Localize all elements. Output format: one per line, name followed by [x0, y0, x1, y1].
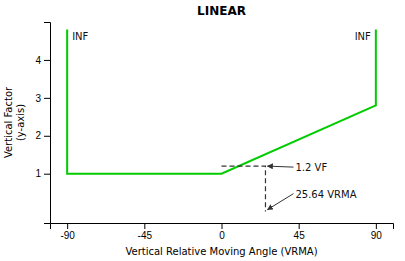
x-axis-label: Vertical Relative Moving Angle (VRMA): [125, 246, 317, 257]
x-axis: -90 -45 0 45 90: [51, 223, 394, 241]
plot: -90 -45 0 45 90 1 2 3 4 INF INF 1.2 VF 25.64 VRMA: [35, 23, 393, 242]
x-axis-line: [51, 224, 394, 230]
y-tick: 2: [35, 130, 50, 141]
x-tick-label: 90: [371, 230, 383, 241]
y-axis: 1 2 3 4: [35, 23, 50, 224]
y-tick: 3: [35, 93, 50, 104]
x-tick-label: 0: [219, 230, 225, 241]
annotations: INF INF 1.2 VF 25.64 VRMA: [72, 31, 371, 210]
annotation-arrow: [267, 166, 293, 167]
annotation-text: INF: [72, 31, 88, 42]
y-tick-mark: [44, 174, 50, 175]
y-tick: 4: [35, 55, 50, 66]
x-tick-label: -45: [138, 230, 153, 241]
x-tick-mark: [376, 223, 377, 229]
annotation-text: 25.64 VRMA: [295, 189, 356, 200]
x-tick: 45: [294, 223, 306, 241]
y-tick-label: 4: [35, 55, 41, 66]
x-tick: -45: [138, 223, 153, 241]
y-axis-line: [44, 23, 51, 224]
chart: -90 -45 0 45 90 1 2 3 4 INF INF 1.2 VF 25.64 VRMA LIN…: [0, 0, 405, 261]
y-tick-label: 3: [35, 93, 41, 104]
y-tick-label: 1: [35, 168, 41, 179]
y-tick: 1: [35, 168, 50, 179]
y-tick-label: 2: [35, 130, 41, 141]
x-tick-label: -90: [60, 230, 75, 241]
annotation-text: INF: [355, 31, 371, 42]
x-tick-mark: [67, 223, 68, 229]
y-tick-mark: [44, 60, 50, 61]
y-tick-mark: [44, 136, 50, 137]
marks: [67, 30, 376, 212]
x-tick-mark: [222, 223, 223, 229]
annotation-arrow: [267, 194, 293, 210]
x-tick-label: 45: [294, 230, 306, 241]
x-tick: -90: [60, 223, 75, 241]
annotation-text: 1.2 VF: [295, 162, 327, 173]
y-axis-label: Vertical Factor(y-axis): [3, 86, 26, 158]
y-tick-mark: [44, 98, 50, 99]
x-tick-mark: [144, 223, 145, 229]
x-tick: 0: [219, 223, 225, 241]
x-tick-mark: [299, 223, 300, 229]
x-tick: 90: [371, 223, 383, 241]
title: LINEAR: [197, 4, 246, 18]
guide-line: [222, 166, 266, 212]
series-line: [67, 30, 376, 174]
